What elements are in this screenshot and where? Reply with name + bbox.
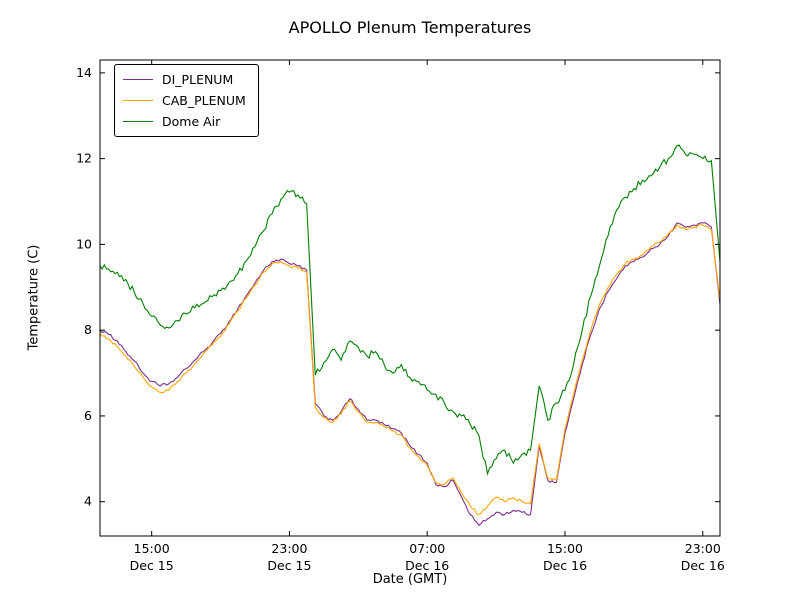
legend-item: DI_PLENUM [123, 69, 246, 90]
series-line-di-plenum [100, 222, 720, 527]
legend: DI_PLENUM CAB_PLENUM Dome Air [114, 64, 259, 137]
x-tick-label: Dec 15 [267, 558, 311, 573]
x-tick-label: Dec 15 [130, 558, 174, 573]
plot-border [99, 59, 721, 537]
y-tick-label: 8 [84, 322, 92, 337]
legend-item: CAB_PLENUM [123, 90, 246, 111]
x-axis-label: Date (GMT) [372, 572, 448, 587]
legend-line-sample [123, 79, 153, 80]
legend-item-label: DI_PLENUM [162, 72, 234, 87]
legend-item-label: Dome Air [162, 114, 221, 129]
legend-item-label: CAB_PLENUM [162, 93, 246, 108]
x-tick-label: 15:00 [547, 541, 583, 556]
series-line-dome-air [100, 144, 720, 476]
x-tick-label: 15:00 [134, 541, 170, 556]
chart-title: APOLLO Plenum Temperatures [288, 18, 532, 37]
y-tick-label: 4 [84, 494, 92, 509]
x-tick-label: 07:00 [409, 541, 445, 556]
y-tick-label: 6 [84, 408, 92, 423]
y-tick-label: 10 [76, 236, 92, 251]
y-tick-label: 12 [76, 151, 92, 166]
y-axis-label: Temperature (C) [26, 244, 42, 351]
x-tick-label: Dec 16 [405, 558, 449, 573]
x-tick-label: Dec 16 [543, 558, 587, 573]
x-tick-label: 23:00 [685, 541, 721, 556]
legend-line-sample [123, 100, 153, 101]
x-tick-label: 23:00 [271, 541, 307, 556]
x-tick-label: Dec 16 [681, 558, 725, 573]
legend-line-sample [123, 121, 153, 122]
y-tick-label: 14 [76, 65, 92, 80]
series-group [100, 144, 720, 527]
legend-item: Dome Air [123, 111, 246, 132]
series-line-cab-plenum [100, 223, 720, 516]
